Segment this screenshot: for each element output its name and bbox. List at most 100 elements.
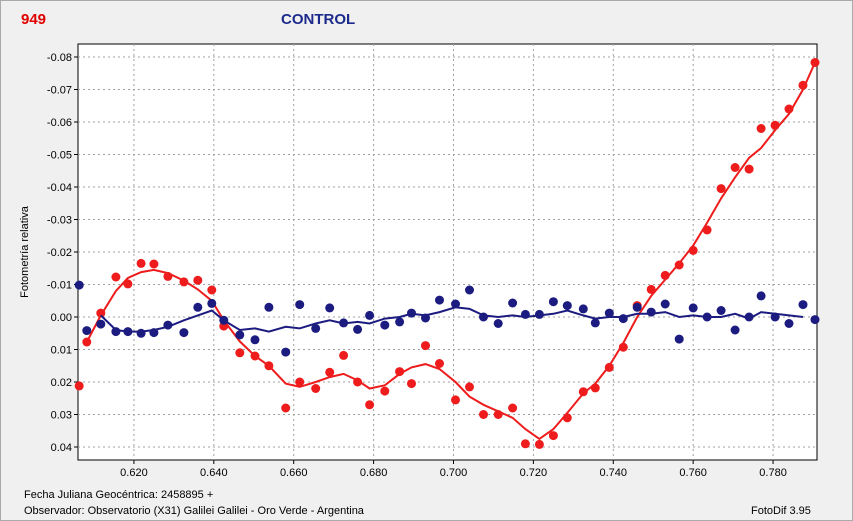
x-tick-label: 0.660 xyxy=(280,467,308,479)
y-axis-label: Fotometría relativa xyxy=(19,205,31,298)
series-1-point xyxy=(590,318,600,328)
series-1-point xyxy=(111,327,121,337)
series-1-point xyxy=(578,304,588,314)
y-tick-label: -0.01 xyxy=(47,280,72,292)
series-1-point xyxy=(179,328,189,338)
x-tick-label: 0.700 xyxy=(440,467,468,479)
series-0-point xyxy=(660,270,670,280)
series-0-point xyxy=(250,351,260,361)
series-0-point xyxy=(590,383,600,393)
series-0-point xyxy=(604,362,614,372)
series-0-point xyxy=(618,342,628,352)
series-0-point xyxy=(548,431,558,441)
series-0-point xyxy=(508,403,518,413)
y-tick-label: -0.08 xyxy=(47,52,72,64)
series-0-point xyxy=(163,271,173,281)
y-tick-label: -0.05 xyxy=(47,150,72,162)
series-1-point xyxy=(493,319,503,328)
series-0-point xyxy=(730,163,740,172)
series-0-point xyxy=(493,410,503,419)
series-1-point xyxy=(465,285,474,295)
julian-date-note: Fecha Juliana Geocéntrica: 2458895 + xyxy=(24,489,214,501)
series-1-point xyxy=(798,300,808,310)
series-0-point xyxy=(784,104,794,114)
series-0-point xyxy=(578,387,588,397)
series-0-point xyxy=(451,395,460,405)
series-0-point xyxy=(74,381,84,391)
series-1-point xyxy=(123,327,133,337)
series-0-point xyxy=(339,350,349,360)
series-0-point xyxy=(646,284,656,294)
series-1-point xyxy=(82,326,92,336)
series-0-point xyxy=(810,58,820,67)
series-0-point xyxy=(149,259,159,269)
y-tick-label: 0.02 xyxy=(51,377,72,389)
star-id-label: 949 xyxy=(21,11,47,28)
series-1-point xyxy=(479,312,488,322)
series-0-point xyxy=(435,359,444,368)
series-0-point xyxy=(421,341,430,351)
y-tick-label: 0.04 xyxy=(51,442,72,454)
series-1-point xyxy=(702,312,712,322)
series-1-point xyxy=(353,324,363,334)
series-1-point xyxy=(770,312,780,322)
series-1-point xyxy=(207,298,217,308)
series-0-point xyxy=(82,337,92,347)
series-1-point xyxy=(163,320,173,330)
series-1-point xyxy=(250,335,260,345)
y-tick-label: -0.04 xyxy=(47,182,72,194)
series-0-point xyxy=(325,367,335,377)
series-0-point xyxy=(207,285,217,295)
series-0-point xyxy=(123,279,133,289)
series-0-point xyxy=(562,413,572,423)
series-1-point xyxy=(674,334,684,344)
series-1-point xyxy=(562,301,572,311)
series-1-point xyxy=(660,299,670,309)
y-tick-label: 0.03 xyxy=(51,410,72,422)
y-tick-label: 0.00 xyxy=(51,312,72,324)
series-0-point xyxy=(281,403,291,413)
series-0-point xyxy=(264,361,274,371)
series-1-point xyxy=(136,328,146,338)
y-tick-label: 0.01 xyxy=(51,345,72,357)
series-1-point xyxy=(421,313,430,323)
series-1-point xyxy=(520,309,530,319)
series-1-point xyxy=(618,314,628,324)
series-1-point xyxy=(730,325,740,335)
series-1-point xyxy=(395,317,405,327)
series-1-point xyxy=(235,330,245,340)
series-0-point xyxy=(716,184,726,194)
x-tick-label: 0.760 xyxy=(679,467,707,479)
x-tick-label: 0.740 xyxy=(600,467,628,479)
series-1-point xyxy=(295,300,305,310)
series-1-point xyxy=(756,291,766,301)
y-tick-label: -0.07 xyxy=(47,85,72,97)
series-0-point xyxy=(365,400,375,410)
series-1-point xyxy=(281,347,291,357)
series-1-point xyxy=(632,302,642,312)
series-0-point xyxy=(465,382,474,392)
series-1-point xyxy=(716,306,726,315)
series-0-point xyxy=(295,377,305,387)
series-0-trend-line xyxy=(85,62,816,441)
series-1-point xyxy=(604,308,614,318)
x-tick-label: 0.640 xyxy=(200,467,228,479)
x-tick-label: 0.780 xyxy=(759,467,787,479)
series-0-point xyxy=(111,272,121,282)
series-1-point xyxy=(193,302,203,312)
series-0-point xyxy=(235,348,245,358)
series-1-trend-line xyxy=(100,306,804,333)
series-1-point xyxy=(508,298,518,308)
series-0-point xyxy=(702,225,712,235)
series-1-point xyxy=(149,328,159,338)
series-1-point xyxy=(311,323,321,333)
series-0-point xyxy=(674,260,684,270)
series-0-point xyxy=(744,164,754,174)
y-tick-label: -0.02 xyxy=(47,247,72,259)
chart-title: CONTROL xyxy=(281,11,356,28)
series-1-point xyxy=(548,297,558,307)
series-0-point xyxy=(520,439,530,449)
series-0-point xyxy=(311,384,321,393)
series-1-point xyxy=(784,319,794,328)
series-0-point xyxy=(179,277,189,287)
